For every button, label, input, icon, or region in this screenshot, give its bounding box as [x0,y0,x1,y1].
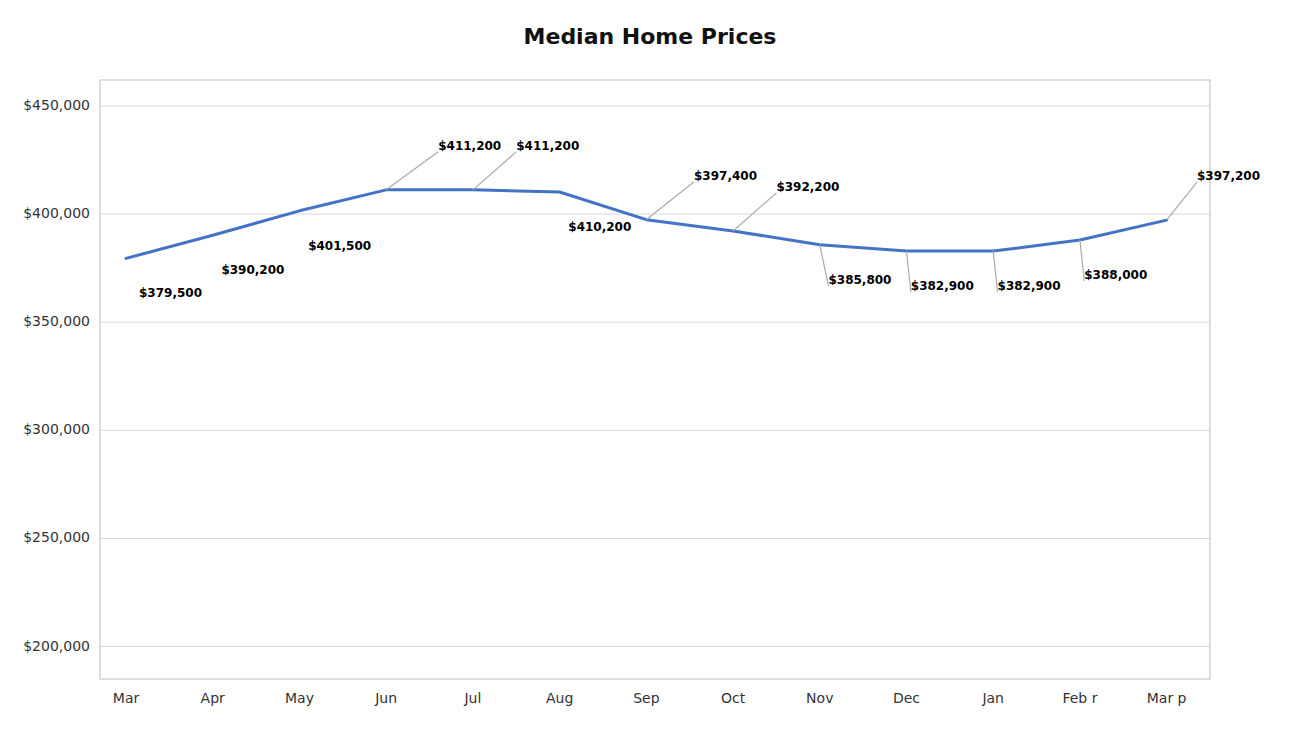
x-tick-label: Apr [201,690,225,706]
chart: $200,000 $250,000 $300,000 $350,000 $400,000… [0,0,1300,734]
data-label: $392,200 [776,180,839,194]
data-label: $379,500 [139,286,202,300]
grid-line [100,646,1210,647]
line [126,190,1167,259]
x-tick-label: May [285,690,314,706]
x-tick-label: Sep [633,690,660,706]
leader-line [473,152,516,190]
series [126,190,1167,259]
grid-line [100,322,1210,323]
grid-line [100,538,1210,539]
leader-line [733,193,776,231]
x-tick-label: Jan [981,690,1004,706]
data-label: $401,500 [308,239,371,253]
data-label: $410,200 [568,220,631,234]
y-tick-label: $350,000 [23,313,90,329]
plot-frame [100,80,1210,679]
leader-line [1167,182,1197,220]
grid-line [100,105,1210,106]
data-label: $397,400 [694,169,757,183]
x-tick-label: Mar p [1147,690,1187,706]
leader-line [646,182,694,220]
x-tick-label: Mar [113,690,140,706]
data-label: $397,200 [1197,169,1260,183]
data-label: $411,200 [516,139,579,153]
data-label: $385,800 [828,273,891,287]
x-tick-label: Aug [546,690,573,706]
x-tick-label: Nov [806,690,833,706]
y-tick-label: $200,000 [23,638,90,654]
data-label: $411,200 [438,139,501,153]
grid-line [100,214,1210,215]
x-tick-label: Oct [721,690,746,706]
leader-line [820,245,829,286]
x-tick-label: Dec [893,690,920,706]
grid-line [100,430,1210,431]
y-tick-label: $250,000 [23,529,90,545]
data-label: $388,000 [1084,268,1147,282]
y-tick-label: $400,000 [23,205,90,221]
data-label: $382,900 [998,279,1061,293]
data-label: $390,200 [221,263,284,277]
grid [100,106,1210,647]
y-tick-label: $450,000 [23,97,90,113]
x-tick-label: Jul [463,690,481,706]
x-tick-label: Jun [374,690,397,706]
data-labels: $379,500 $390,200 $401,500 $411,200 $411,200… [139,139,1260,301]
data-label: $382,900 [911,279,974,293]
leader-line [386,152,438,190]
y-tick-label: $300,000 [23,421,90,437]
x-tick-label: Feb r [1062,690,1097,706]
title: Median Home Prices [524,24,777,49]
